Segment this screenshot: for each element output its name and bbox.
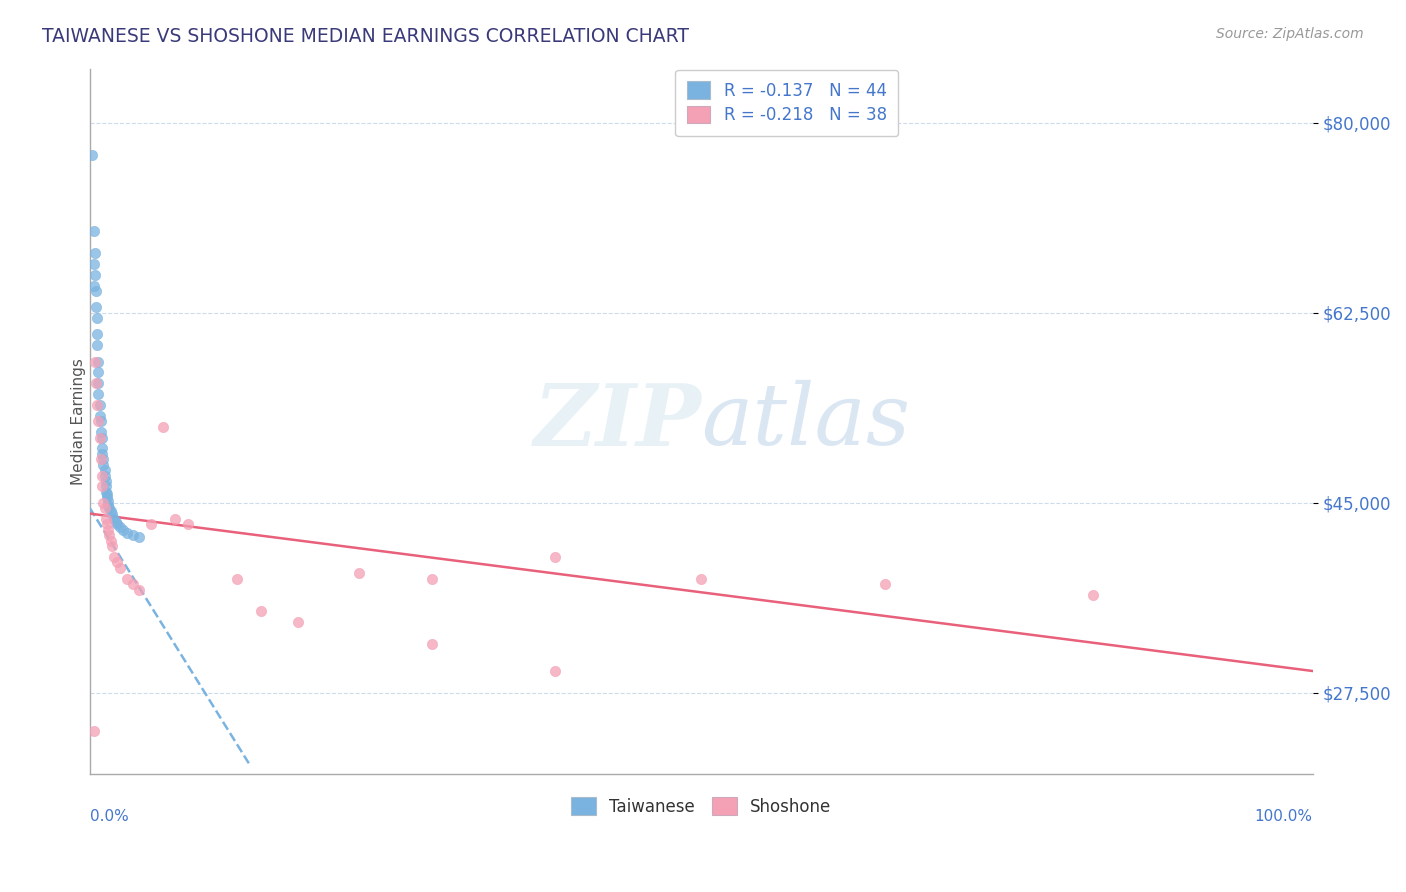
Text: atlas: atlas xyxy=(702,380,910,463)
Point xyxy=(93,468,115,483)
Point xyxy=(94,484,117,499)
Point xyxy=(110,519,132,533)
Point xyxy=(100,533,122,548)
Point xyxy=(87,414,110,428)
Point xyxy=(97,498,120,512)
Point xyxy=(84,301,107,315)
Point xyxy=(347,566,370,581)
Y-axis label: Median Earnings: Median Earnings xyxy=(72,358,86,484)
Point xyxy=(91,458,114,472)
Point xyxy=(110,561,132,575)
Text: ZIP: ZIP xyxy=(533,380,702,463)
Point xyxy=(115,572,138,586)
Point xyxy=(225,572,247,586)
Legend: Taiwanese, Shoshone: Taiwanese, Shoshone xyxy=(564,790,838,822)
Point xyxy=(128,531,150,545)
Point xyxy=(287,615,309,629)
Point xyxy=(111,523,134,537)
Point xyxy=(87,387,110,401)
Point xyxy=(176,517,198,532)
Point xyxy=(87,366,110,380)
Point xyxy=(90,414,112,428)
Point xyxy=(543,664,565,678)
Point xyxy=(105,556,128,570)
Point xyxy=(83,246,105,260)
Point xyxy=(98,501,121,516)
Point xyxy=(90,452,112,467)
Point xyxy=(96,491,118,505)
Point xyxy=(86,398,108,412)
Point xyxy=(91,468,114,483)
Point xyxy=(86,311,108,326)
Point xyxy=(128,582,150,597)
Point xyxy=(89,398,111,412)
Point xyxy=(97,523,120,537)
Point xyxy=(84,376,107,391)
Point xyxy=(91,496,114,510)
Point xyxy=(420,572,443,586)
Point xyxy=(115,526,138,541)
Point xyxy=(86,338,108,352)
Text: 0.0%: 0.0% xyxy=(90,809,128,824)
Point xyxy=(98,528,121,542)
Point xyxy=(83,224,105,238)
Point xyxy=(83,278,105,293)
Point xyxy=(84,284,107,298)
Point xyxy=(91,452,114,467)
Point xyxy=(89,409,111,423)
Point xyxy=(420,637,443,651)
Point xyxy=(87,376,110,391)
Point xyxy=(101,539,124,553)
Point xyxy=(82,148,104,162)
Point xyxy=(91,442,114,456)
Point xyxy=(83,354,105,368)
Point xyxy=(105,517,128,532)
Point xyxy=(83,268,105,282)
Point xyxy=(103,512,125,526)
Point xyxy=(83,723,105,738)
Point xyxy=(100,504,122,518)
Point xyxy=(96,517,118,532)
Point xyxy=(121,577,143,591)
Point xyxy=(873,577,896,591)
Point xyxy=(101,507,124,521)
Point xyxy=(83,257,105,271)
Point xyxy=(165,512,187,526)
Point xyxy=(96,487,118,501)
Text: TAIWANESE VS SHOSHONE MEDIAN EARNINGS CORRELATION CHART: TAIWANESE VS SHOSHONE MEDIAN EARNINGS CO… xyxy=(42,27,689,45)
Point xyxy=(104,516,127,530)
Point xyxy=(93,501,115,516)
Point xyxy=(87,354,110,368)
Point xyxy=(121,528,143,542)
Point xyxy=(152,419,174,434)
Point xyxy=(690,572,713,586)
Point xyxy=(94,479,117,493)
Point xyxy=(91,479,114,493)
Point xyxy=(89,431,111,445)
Point xyxy=(86,327,108,342)
Point xyxy=(91,431,114,445)
Text: 100.0%: 100.0% xyxy=(1254,809,1313,824)
Point xyxy=(94,474,117,488)
Point xyxy=(90,425,112,440)
Point xyxy=(543,549,565,564)
Point xyxy=(91,447,114,461)
Point xyxy=(93,463,115,477)
Point xyxy=(94,512,117,526)
Text: Source: ZipAtlas.com: Source: ZipAtlas.com xyxy=(1216,27,1364,41)
Point xyxy=(1081,588,1104,602)
Point xyxy=(250,604,273,618)
Point xyxy=(97,493,120,508)
Point xyxy=(139,517,162,532)
Point xyxy=(103,549,125,564)
